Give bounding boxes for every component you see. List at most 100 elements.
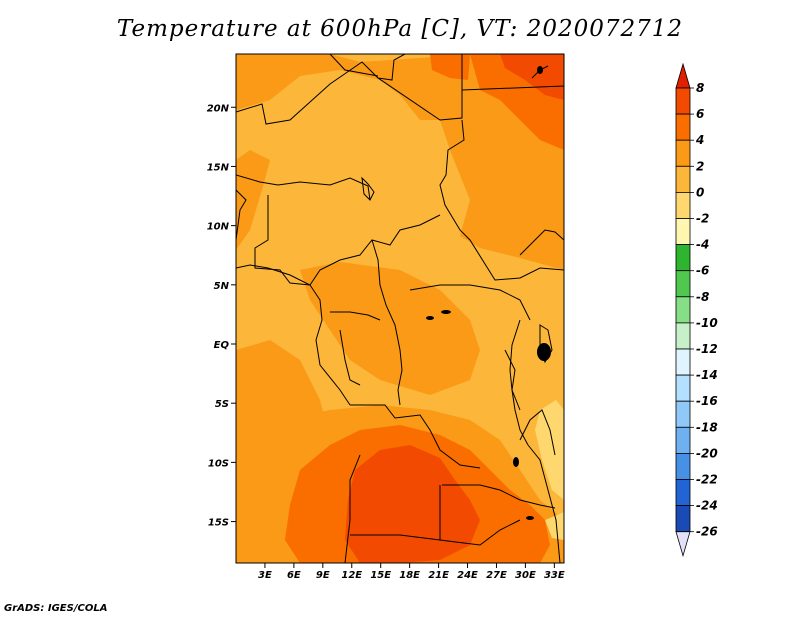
colorbar-swatch	[675, 479, 691, 507]
colorbar-top-arrow	[675, 62, 691, 89]
country-borders	[236, 54, 564, 563]
lon-tick-label: 6E	[287, 570, 301, 581]
border-east-2	[461, 85, 564, 91]
border-west-3	[254, 195, 441, 286]
border-west-1	[236, 174, 371, 201]
colorbar-swatch	[675, 87, 691, 115]
border-west-2	[236, 189, 247, 241]
colorbar-label: -4	[696, 238, 709, 252]
colorbar-label: -22	[696, 473, 718, 487]
lake-4	[441, 310, 451, 314]
border-lake-chad	[361, 176, 375, 201]
lakes	[426, 66, 551, 520]
colorbar-label: -10	[696, 316, 718, 330]
colorbar-bottom-arrow	[675, 531, 691, 558]
field-hot-northcenter	[430, 54, 470, 80]
colorbar-label: -18	[696, 420, 718, 434]
colorbar-swatch	[675, 113, 691, 141]
field-hottest-south	[345, 445, 480, 563]
latitude-axis: 20N 15N 10N 5N EQ 5S 10S 15S	[207, 103, 236, 529]
field-warm-west	[236, 150, 270, 250]
colorbar-swatch	[675, 218, 691, 246]
field-cool-south	[545, 512, 564, 540]
border-south-4	[439, 485, 521, 546]
lon-tick-label: 18E	[399, 570, 420, 581]
border-central-4	[409, 284, 531, 321]
colorbar-label: -12	[696, 342, 718, 356]
border-south-3	[442, 484, 556, 509]
colorbar-swatch	[675, 322, 691, 350]
lat-tick-label: 15S	[208, 518, 229, 529]
border-north-2	[329, 54, 379, 77]
lon-tick-label: 15E	[370, 570, 391, 581]
colorbar-label: -14	[696, 368, 718, 382]
colorbar-label: -2	[696, 212, 709, 226]
border-coast-east	[527, 444, 561, 563]
colorbar-label: -24	[696, 499, 718, 513]
colorbar-swatch	[675, 165, 691, 193]
colorbar-label: -8	[696, 290, 709, 304]
border-south-5	[350, 534, 441, 541]
field-warm-central	[300, 262, 480, 395]
border-central-3	[339, 329, 361, 386]
field-cool-east	[535, 400, 564, 500]
chart-title: Temperature at 600hPa [C], VT: 202007271…	[116, 16, 684, 42]
colorbar-swatch	[675, 244, 691, 272]
border-coast-east-2	[519, 409, 556, 456]
temperature-field	[236, 54, 564, 563]
lon-tick-label: 30E	[515, 570, 536, 581]
lon-tick-label: 24E	[457, 570, 478, 581]
lat-tick-label: 5N	[214, 281, 230, 292]
border-horn	[519, 229, 564, 256]
lat-tick-label: 20N	[207, 103, 230, 114]
border-central-2	[330, 311, 381, 321]
lon-tick-label: 21E	[428, 570, 449, 581]
colorbar-swatch	[675, 505, 691, 533]
colorbar: 8 6 4 2 0 -2 -4 -6 -8 -10 -12 -14 -16 -18 -20 -22 -24 -26	[675, 62, 718, 558]
colorbar-swatch	[675, 426, 691, 454]
lake-5	[526, 516, 534, 520]
lon-tick-label: 33E	[544, 570, 565, 581]
lat-tick-label: 15N	[207, 162, 230, 173]
map-frame	[235, 53, 565, 564]
border-south-2	[344, 454, 361, 563]
border-central-5	[509, 319, 521, 411]
border-central-1	[371, 239, 403, 406]
lon-tick-label: 9E	[316, 570, 330, 581]
colorbar-swatch	[675, 374, 691, 402]
colorbar-label: 6	[696, 107, 704, 121]
lake-6	[513, 457, 519, 467]
border-north-3	[377, 54, 463, 121]
lat-tick-label: 5S	[215, 399, 229, 410]
colorbar-label: -20	[696, 446, 718, 460]
lon-tick-label: 3E	[258, 570, 272, 581]
lon-tick-label: 27E	[486, 570, 507, 581]
lon-tick-label: 12E	[341, 570, 362, 581]
border-north-1	[236, 54, 406, 125]
colorbar-swatch	[675, 452, 691, 480]
colorbar-swatch	[675, 400, 691, 428]
colorbar-swatch	[675, 296, 691, 324]
lat-tick-label: 10N	[207, 222, 230, 233]
colorbar-label: -6	[696, 264, 709, 278]
colorbar-label: -16	[696, 394, 718, 408]
field-warm-north	[236, 54, 564, 270]
grads-credit: GrADS: IGES/COLA	[4, 603, 108, 614]
border-rift	[504, 349, 529, 446]
border-coast-gulf	[236, 264, 351, 406]
colorbar-label: 8	[696, 81, 704, 95]
lake-3	[426, 316, 434, 320]
border-east-1	[439, 119, 564, 281]
colorbar-swatch	[675, 348, 691, 376]
border-south-1	[350, 404, 481, 469]
colorbar-swatch	[675, 139, 691, 167]
colorbar-label: -26	[696, 525, 718, 539]
field-hottest-northeast	[500, 54, 564, 100]
colorbar-swatch	[675, 191, 691, 219]
lat-tick-label: 10S	[208, 458, 229, 469]
colorbar-label: 0	[696, 185, 704, 199]
lake-2	[537, 66, 543, 74]
longitude-axis: 3E 6E 9E 12E 15E 18E 21E 24E 27E 30E 33E	[258, 563, 565, 581]
colorbar-swatch	[675, 270, 691, 298]
